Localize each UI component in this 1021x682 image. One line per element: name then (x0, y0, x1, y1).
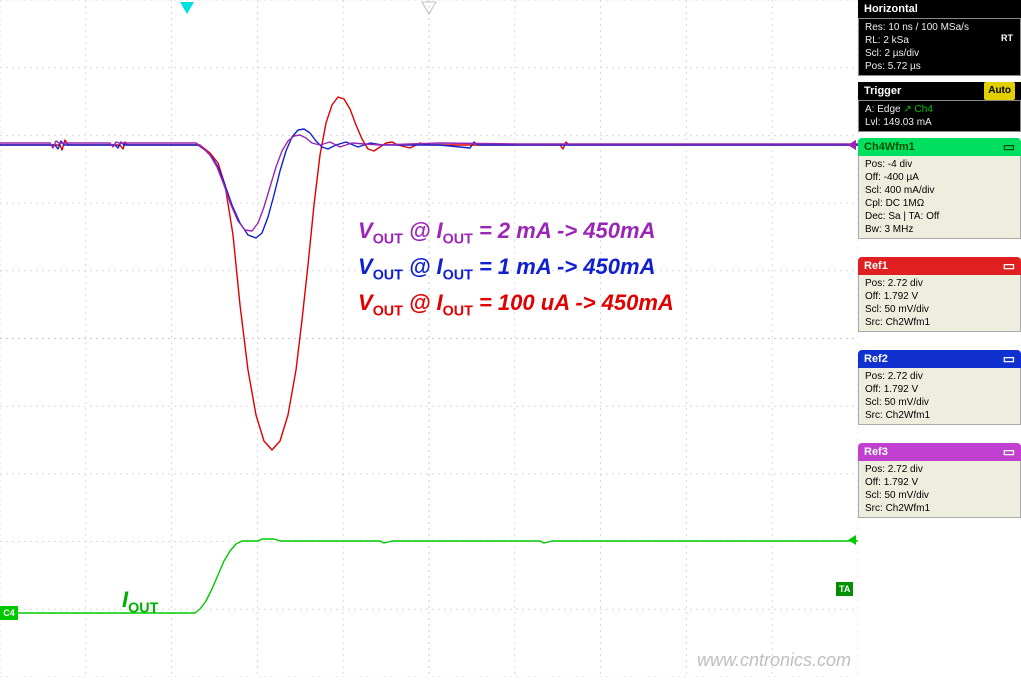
channel-panel-ref2: Ref2 ▭ Pos: 2.72 divOff: 1.792 VScl: 50 … (858, 350, 1021, 425)
annotation-label: VOUT @ IOUT = 100 uA -> 450mA (358, 290, 674, 319)
close-icon[interactable]: ▭ (1003, 138, 1015, 156)
close-icon[interactable]: ▭ (1003, 350, 1015, 368)
close-icon[interactable]: ▭ (1003, 257, 1015, 275)
ta-badge: TA (836, 582, 853, 596)
waveform-plot: C4 VOUT @ IOUT = 2 mA -> 450mA VOUT @ IOU… (0, 0, 858, 677)
channel-panel-ch4wfm1: Ch4Wfm1 ▭ Pos: -4 divOff: -400 µAScl: 40… (858, 138, 1021, 239)
annotation-label: VOUT @ IOUT = 1 mA -> 450mA (358, 254, 655, 283)
channel-panel-ref1: Ref1 ▭ Pos: 2.72 divOff: 1.792 VScl: 50 … (858, 257, 1021, 332)
channel-c4-marker: C4 (0, 606, 18, 620)
side-info-panel: Horizontal Res: 10 ns / 100 MSa/sRL: 2 k… (858, 0, 1021, 677)
trigger-panel: Trigger Auto A: Edge ↗ Ch4 Lvl: 149.03 m… (858, 82, 1021, 132)
watermark-text: www.cntronics.com (697, 650, 851, 671)
plot-svg (0, 0, 858, 677)
annotation-label: IOUT (122, 587, 158, 616)
oscilloscope-screenshot: C4 VOUT @ IOUT = 2 mA -> 450mA VOUT @ IOU… (0, 0, 1021, 677)
close-icon[interactable]: ▭ (1003, 443, 1015, 461)
annotation-label: VOUT @ IOUT = 2 mA -> 450mA (358, 218, 655, 247)
horizontal-panel: Horizontal Res: 10 ns / 100 MSa/sRL: 2 k… (858, 0, 1021, 76)
channel-panel-ref3: Ref3 ▭ Pos: 2.72 divOff: 1.792 VScl: 50 … (858, 443, 1021, 518)
